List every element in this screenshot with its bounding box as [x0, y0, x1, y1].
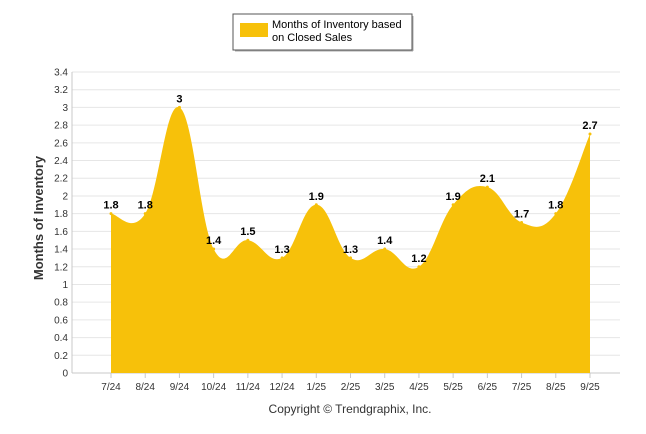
data-point	[383, 247, 387, 251]
data-label: 1.4	[377, 235, 393, 247]
data-point	[554, 212, 558, 216]
x-tick-label: 8/24	[135, 382, 155, 393]
y-tick-label: 2.4	[54, 156, 68, 167]
data-label: 1.2	[411, 253, 426, 265]
data-point	[485, 185, 489, 189]
series-area	[111, 107, 590, 373]
y-tick-label: 0.4	[54, 333, 68, 344]
y-axis-title: Months of Inventory	[31, 155, 46, 280]
y-tick-label: 1.8	[54, 209, 68, 220]
data-point	[417, 265, 421, 269]
copyright-footer: Copyright © Trendgraphix, Inc.	[269, 402, 432, 416]
x-tick-label: 10/24	[201, 382, 226, 393]
data-label: 1.8	[103, 200, 118, 212]
x-tick-label: 6/25	[478, 382, 498, 393]
data-point	[177, 105, 181, 109]
data-label: 3	[176, 93, 182, 105]
y-tick-label: 2.2	[54, 174, 68, 185]
x-tick-label: 9/24	[170, 382, 190, 393]
y-tick-label: 0.6	[54, 315, 68, 326]
y-tick-label: 3.4	[54, 68, 68, 79]
y-tick-label: 2.6	[54, 138, 68, 149]
data-label: 1.9	[309, 191, 324, 203]
x-tick-label: 8/25	[546, 382, 566, 393]
legend: Months of Inventory based on Closed Sale…	[232, 13, 414, 52]
data-point	[246, 238, 250, 242]
data-label: 1.3	[343, 244, 358, 256]
y-tick-label: 1	[62, 280, 68, 291]
y-tick-label: 1.4	[54, 245, 68, 256]
data-label: 1.9	[445, 191, 460, 203]
x-tick-label: 9/25	[580, 382, 600, 393]
x-tick-label: 3/25	[375, 382, 395, 393]
data-label: 2.7	[582, 120, 597, 132]
data-point	[280, 256, 284, 260]
data-label: 2.1	[480, 173, 495, 185]
y-tick-label: 2.8	[54, 121, 68, 132]
data-point	[349, 256, 352, 260]
x-tick-label: 5/25	[443, 382, 463, 393]
data-point	[520, 221, 524, 224]
legend-label-line-2: on Closed Sales	[272, 32, 353, 44]
plot-area: 0 0.2 0.4 0.6 0.8 1 1.2 1.4 1.6 1.8 2 2.2 2.4 2.6 2.8 3…	[54, 68, 620, 393]
x-tick-label: 4/25	[409, 382, 429, 393]
data-point	[109, 212, 113, 216]
y-tick-label: 3.2	[54, 85, 68, 96]
data-label: 1.3	[274, 244, 289, 256]
y-tick-label: 1.6	[54, 227, 68, 238]
x-tick-label: 11/24	[236, 382, 261, 393]
y-tick-label: 0.2	[54, 351, 68, 362]
y-tick-label: 1.2	[54, 262, 68, 273]
y-tick-label: 0	[62, 369, 68, 380]
data-label: 1.7	[514, 209, 529, 221]
data-point	[588, 132, 592, 136]
x-tick-label: 7/24	[101, 382, 121, 393]
data-point	[143, 212, 147, 216]
y-tick-label: 3	[62, 103, 68, 114]
y-tick-label: 2	[62, 191, 68, 202]
x-tick-label: 2/25	[341, 382, 361, 393]
data-point	[451, 203, 455, 207]
legend-label-line-1: Months of Inventory based	[272, 19, 402, 31]
x-tick-label: 7/25	[512, 382, 532, 393]
x-tick-label: 1/25	[307, 382, 327, 393]
data-label: 1.8	[548, 200, 563, 212]
x-tick-label: 12/24	[270, 382, 295, 393]
data-point	[212, 247, 216, 251]
data-point	[314, 203, 318, 207]
y-tick-label: 0.8	[54, 298, 68, 309]
data-label: 1.4	[206, 235, 222, 247]
data-label: 1.5	[240, 226, 255, 238]
legend-swatch	[240, 23, 268, 37]
data-label: 1.8	[138, 200, 153, 212]
